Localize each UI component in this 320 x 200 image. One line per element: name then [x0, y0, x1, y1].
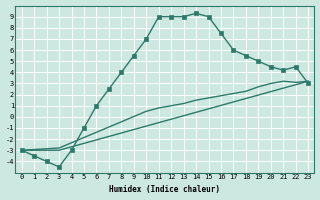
- X-axis label: Humidex (Indice chaleur): Humidex (Indice chaleur): [109, 185, 220, 194]
